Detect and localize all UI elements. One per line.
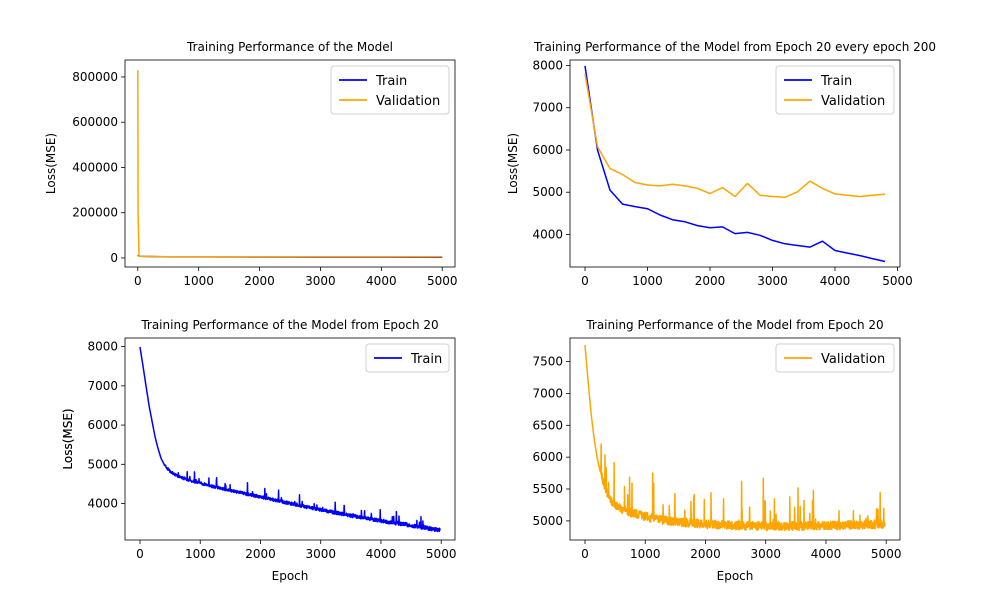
legend-entry-train: Train — [375, 74, 407, 89]
series-group — [139, 346, 441, 533]
x-tick-label: 5000 — [871, 547, 902, 561]
y-tick-label: 400000 — [72, 160, 118, 174]
legend-box — [365, 343, 450, 373]
x-tick-label: 0 — [134, 274, 142, 288]
y-tick-label: 4000 — [532, 227, 563, 241]
x-tick-label: 4000 — [366, 547, 397, 561]
y-axis-label: Loss(MSE) — [61, 408, 75, 469]
legend-entry-train: Train — [410, 352, 442, 367]
legend-box — [330, 65, 450, 115]
series-group — [584, 65, 886, 263]
y-axis-label: Loss(MSE) — [44, 133, 58, 194]
axes-frame — [124, 337, 456, 541]
y-tick-label: 6000 — [87, 418, 118, 432]
x-tick-label: 1000 — [185, 547, 216, 561]
series-line-train — [584, 65, 886, 263]
series-line-train — [139, 346, 441, 533]
y-tick-label: 5000 — [532, 514, 563, 528]
legend-entry-validation: Validation — [821, 94, 885, 109]
legend-box — [775, 343, 895, 373]
y-tick-label: 7500 — [532, 355, 563, 369]
x-tick-label: 0 — [581, 547, 589, 561]
series-group — [137, 70, 443, 258]
subplots: 0 1000 2000 3000 4000 50000200000400000600000… — [44, 40, 936, 583]
subplot-full: 0 1000 2000 3000 4000 5000 0 200000 400000 600000… — [44, 40, 457, 288]
subplot-val20: 0 1000 2000 3000 4000 5000 5000 5500 6000 6500 700… — [61, 318, 901, 583]
y-tick-label: 6000 — [532, 143, 563, 157]
legend-entry-validation: Validation — [821, 352, 885, 367]
y-tick-label: 8000 — [532, 58, 563, 72]
y-tick-label: 6000 — [532, 450, 563, 464]
x-tick-label: 4000 — [366, 274, 397, 288]
series-line-validation — [137, 70, 443, 258]
axes-frame — [569, 337, 901, 541]
x-tick-label: 5000 — [427, 274, 458, 288]
x-tick-label: 4000 — [820, 274, 851, 288]
legend-box — [775, 65, 895, 115]
x-axis-label: Epoch — [272, 569, 309, 583]
x-tick-label: 5000 — [882, 274, 913, 288]
y-tick-label: 5500 — [532, 482, 563, 496]
y-axis-label: Loss(MSE) — [506, 133, 520, 194]
y-tick-label: 200000 — [72, 206, 118, 220]
y-tick-label: 8000 — [87, 340, 118, 354]
chart-title: Training Performance of the Model — [186, 40, 393, 54]
chart-title: Training Performance of the Model from E… — [140, 318, 438, 332]
y-tick-label: 600000 — [72, 115, 118, 129]
chart-title: Training Performance of the Model from E… — [533, 40, 936, 54]
series-line-validation — [584, 73, 886, 199]
x-axis-label: Epoch — [717, 569, 754, 583]
series-line-validation — [584, 344, 886, 532]
y-tick-label: 0 — [110, 251, 118, 265]
y-axis-label: Loss(MSE) — [61, 408, 75, 469]
y-tick-label: 5000 — [532, 185, 563, 199]
y-tick-label: 7000 — [87, 379, 118, 393]
x-tick-label: 1000 — [630, 547, 661, 561]
subplot-every200: 0 1000 2000 3000 4000 5000 4000 5000 6000 7000 800… — [506, 40, 936, 288]
x-tick-label: 4000 — [811, 547, 842, 561]
legend: Train Validation — [775, 65, 895, 115]
x-tick-label: 3000 — [305, 274, 336, 288]
x-tick-label: 1000 — [632, 274, 663, 288]
chart-title: Training Performance of the Model from E… — [585, 318, 883, 332]
subplot-train20: 0 1000 2000 3000 4000 5000 4000 5000 6000 7000 800… — [61, 318, 456, 583]
legend-entry-train: Train — [820, 74, 852, 89]
x-tick-label: 2000 — [690, 547, 721, 561]
axes-frame — [124, 59, 456, 268]
y-tick-label: 800000 — [72, 70, 118, 84]
x-tick-label: 2000 — [244, 274, 275, 288]
y-tick-label: 5000 — [87, 457, 118, 471]
x-tick-label: 3000 — [750, 547, 781, 561]
series-group — [584, 344, 886, 532]
x-tick-label: 3000 — [757, 274, 788, 288]
x-tick-label: 0 — [581, 274, 589, 288]
x-tick-label: 5000 — [426, 547, 457, 561]
legend: Train — [365, 343, 450, 373]
y-tick-label: 6500 — [532, 418, 563, 432]
y-tick-label: 4000 — [87, 497, 118, 511]
x-tick-label: 2000 — [695, 274, 726, 288]
x-tick-label: 3000 — [305, 547, 336, 561]
legend: Validation — [775, 343, 895, 373]
y-tick-label: 7000 — [532, 386, 563, 400]
x-tick-label: 2000 — [245, 547, 276, 561]
legend: Train Validation — [330, 65, 450, 115]
y-tick-label: 7000 — [532, 101, 563, 115]
legend-entry-validation: Validation — [376, 94, 440, 109]
x-tick-label: 1000 — [183, 274, 214, 288]
axes-frame — [569, 59, 901, 268]
x-tick-label: 0 — [136, 547, 144, 561]
